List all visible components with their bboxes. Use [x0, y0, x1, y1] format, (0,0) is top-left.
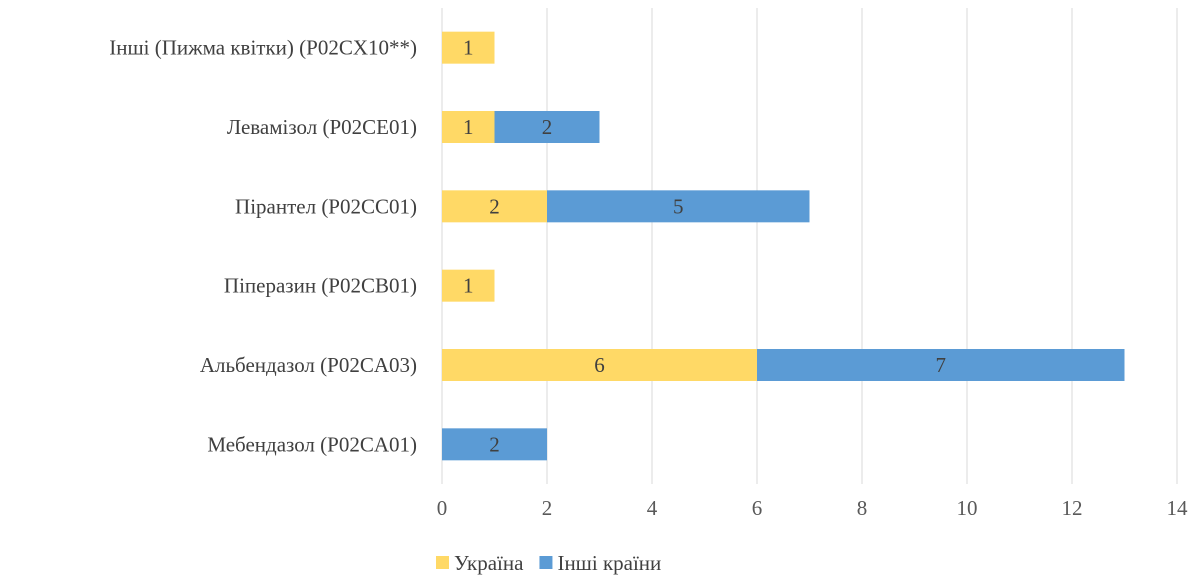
- bar-s1-c1: [757, 349, 1125, 381]
- x-tick-label-4: 8: [857, 496, 868, 520]
- data-label-s0-c2: 1: [463, 274, 474, 298]
- data-label-s0-c1: 6: [594, 353, 605, 377]
- data-label-s1-c1: 7: [936, 353, 947, 377]
- x-tick-label-3: 6: [752, 496, 763, 520]
- category-label-5: Інші (Пижма квітки) (P02CX10**): [109, 36, 417, 60]
- data-label-s0-c3: 2: [489, 194, 500, 218]
- gridlines: [441, 8, 1178, 484]
- data-label-s1-c3: 5: [673, 194, 684, 218]
- bar-s0-c5: [442, 31, 495, 64]
- category-label-1: Альбендазол (P02CA03): [200, 353, 417, 377]
- bar-s0-c3: [442, 190, 547, 223]
- x-axis-tick-labels: 0 2 4 6 8 10 12 14: [437, 496, 1188, 520]
- bar-s1-c3: [547, 190, 810, 223]
- category-label-4: Левамізол (P02CE01): [227, 115, 417, 139]
- category-label-0: Мебендазол (P02CA01): [207, 432, 417, 456]
- data-label-s1-c0: 2: [489, 432, 500, 456]
- data-label-s0-c5: 1: [463, 36, 474, 60]
- legend-swatch-0: [436, 556, 449, 569]
- bar-s1-c4: [494, 111, 600, 143]
- bar-s0-c1: [442, 349, 757, 381]
- legend-label-1: Інші країни: [557, 551, 661, 575]
- bar-s0-c2: [442, 269, 495, 302]
- x-tick-label-2: 4: [647, 496, 658, 520]
- x-tick-label-0: 0: [437, 496, 448, 520]
- x-tick-label-5: 10: [957, 496, 978, 520]
- x-tick-label-1: 2: [542, 496, 553, 520]
- x-tick-label-6: 12: [1062, 496, 1083, 520]
- bar-s1-c0: [442, 428, 547, 461]
- legend-swatch-1: [539, 556, 553, 569]
- category-label-3: Пірантел (P02CC01): [235, 194, 417, 218]
- data-label-s0-c4: 1: [463, 115, 474, 139]
- category-label-2: Піперазин (P02CB01): [224, 274, 417, 298]
- x-tick-label-7: 14: [1167, 496, 1189, 520]
- legend-label-0: Україна: [454, 551, 524, 575]
- data-label-s1-c4: 2: [542, 115, 553, 139]
- category-labels: Мебендазол (P02CA01) Альбендазол (P02CA03…: [109, 36, 417, 457]
- legend: Україна Інші країни: [436, 551, 661, 575]
- bars: 2 6 7 1 2 5 1 2 1: [442, 31, 1125, 461]
- bar-s0-c4: [442, 111, 495, 143]
